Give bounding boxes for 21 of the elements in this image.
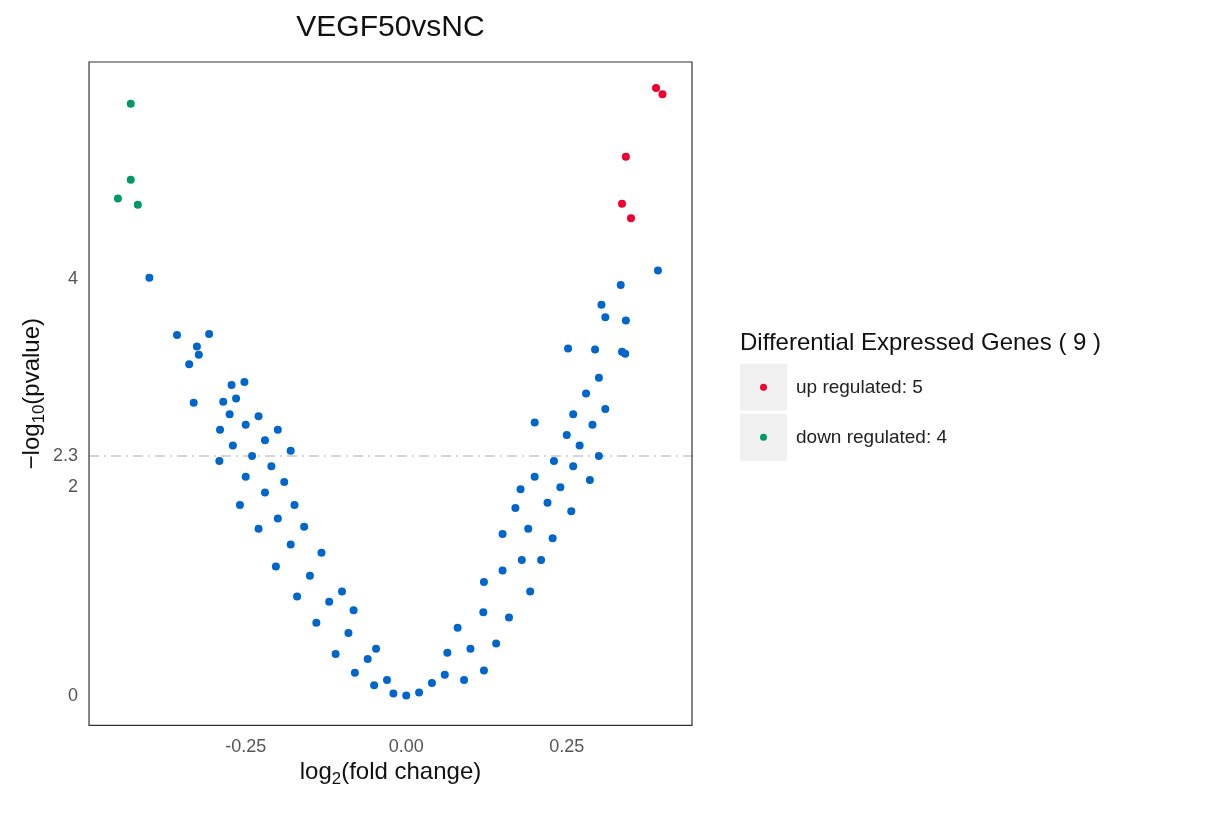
point [618, 199, 627, 208]
point [126, 175, 135, 184]
x-tick-label: 0.25 [549, 736, 585, 757]
point [113, 194, 122, 203]
chart-title: VEGF50vsNC [296, 9, 485, 43]
point [621, 152, 630, 161]
y-tick-label: 2 [68, 476, 79, 497]
legend-title: Differential Expressed Genes ( 9 ) [740, 328, 1102, 356]
y-axis-title: −log10(pvalue) [16, 317, 48, 470]
legend-label: up regulated: 5 [796, 375, 923, 397]
point [652, 84, 661, 93]
y-tick-label: 4 [68, 267, 79, 288]
point [133, 200, 142, 209]
point [627, 214, 635, 223]
legend-label: down regulated: 4 [796, 425, 948, 447]
y-tick-label: 2.3 [52, 444, 79, 465]
y-tick-label: 0 [68, 684, 79, 705]
x-tick-label: -0.25 [225, 736, 267, 757]
x-tick-label: 0.00 [388, 736, 424, 757]
point [658, 90, 667, 99]
point [126, 99, 135, 108]
